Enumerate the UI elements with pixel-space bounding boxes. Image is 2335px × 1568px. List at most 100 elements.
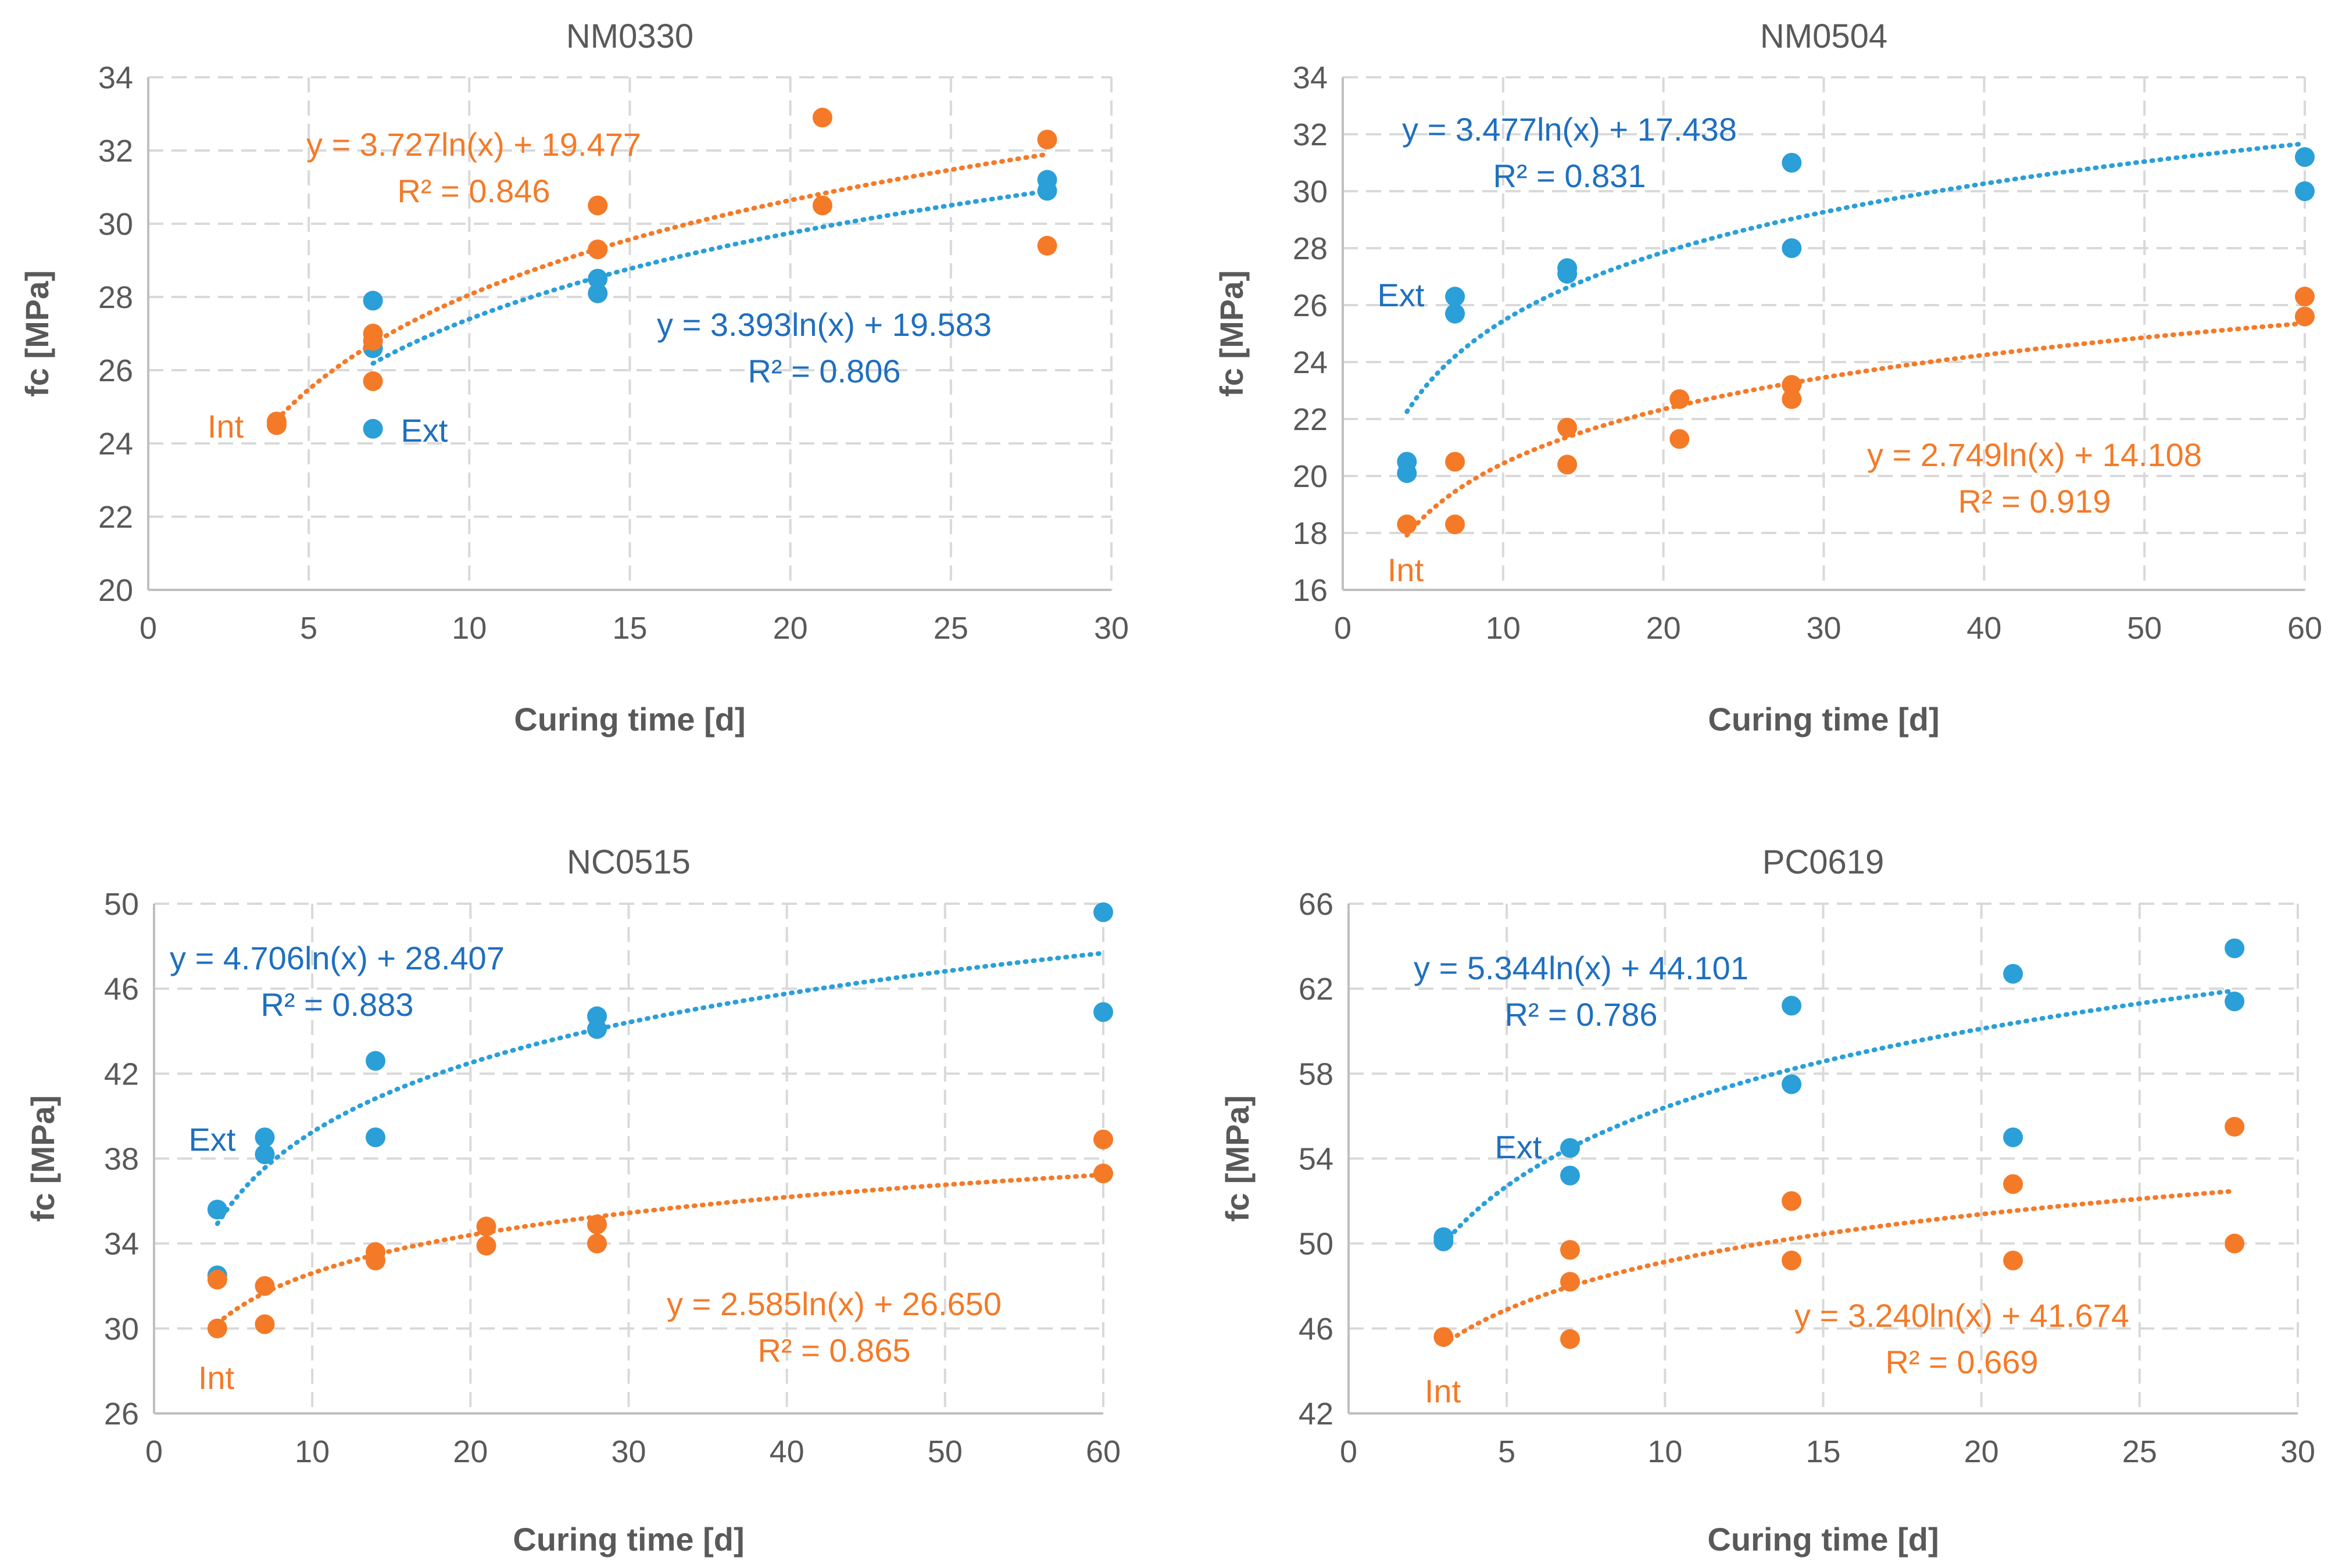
data-point	[1037, 181, 1057, 201]
y-tick-label: 54	[1299, 1142, 1333, 1177]
chart-title: NM0330	[566, 17, 693, 55]
data-point	[587, 1019, 607, 1039]
y-tick-label: 22	[98, 500, 133, 535]
trendline-int	[214, 1172, 1106, 1326]
y-tick-label: 62	[1299, 972, 1333, 1007]
y-tick-label: 28	[98, 280, 133, 315]
x-tick-label: 0	[1340, 1434, 1357, 1469]
trend-r2: R² = 0.806	[748, 353, 900, 389]
data-point	[366, 1127, 386, 1147]
data-point	[363, 331, 383, 351]
y-tick-label: 58	[1299, 1057, 1333, 1091]
trend-equation: y = 3.727ln(x) + 19.477	[306, 126, 641, 163]
data-point	[1782, 389, 1802, 409]
series-int: y = 3.727ln(x) + 19.477 R² = 0.846 Int	[208, 108, 1057, 445]
x-axis-label: Curing time [d]	[1707, 1521, 1939, 1558]
trendline-int	[274, 152, 1050, 423]
data-point	[1557, 264, 1578, 284]
x-tick-label: 20	[773, 611, 808, 646]
series-label: Int	[198, 1359, 235, 1396]
x-tick-label: 60	[2287, 611, 2322, 646]
y-tick-label: 50	[1299, 1227, 1333, 1262]
trend-r2: R² = 0.669	[1885, 1344, 2038, 1380]
trend-equation: y = 3.240ln(x) + 41.674	[1794, 1297, 2129, 1334]
y-tick-label: 42	[104, 1057, 139, 1091]
data-point	[1397, 463, 1417, 484]
data-point	[1037, 235, 1057, 256]
data-point	[1037, 130, 1057, 150]
trend-equation: y = 2.749ln(x) + 14.108	[1867, 436, 2202, 473]
data-point	[587, 1214, 607, 1234]
y-tick-label: 50	[104, 887, 139, 922]
x-tick-label: 50	[2127, 611, 2162, 646]
data-point	[207, 1200, 227, 1220]
chart-panel-nc0515: 26 30 34 38 42 46 50 0 10 20 30 40 50 60 NC0515 Curing …	[24, 843, 1121, 1558]
series-ext: y = 3.393ln(x) + 19.583 R² = 0.806 Ext	[363, 170, 1057, 449]
data-point	[207, 1269, 227, 1290]
series-int: y = 2.749ln(x) + 14.108 R² = 0.919 Int	[1388, 287, 2315, 588]
y-tick-label: 28	[1293, 231, 1328, 266]
y-tick-label: 42	[1299, 1397, 1333, 1431]
y-axis-label: fc [MPa]	[1219, 1096, 1256, 1222]
x-axis-label: Curing time [d]	[514, 701, 745, 738]
data-point	[1433, 1327, 1454, 1347]
x-tick-label: 0	[145, 1434, 163, 1469]
trend-r2: R² = 0.786	[1504, 996, 1657, 1033]
data-point	[2003, 1127, 2023, 1147]
data-point	[2225, 1116, 2245, 1137]
data-point	[476, 1236, 496, 1256]
x-tick-label: 10	[1647, 1434, 1682, 1469]
data-point	[2003, 1174, 2023, 1194]
data-point	[1782, 153, 1802, 173]
x-tick-label: 40	[770, 1434, 804, 1469]
trend-equation: y = 3.393ln(x) + 19.583	[657, 306, 992, 343]
data-point	[363, 418, 383, 439]
series-label: Ext	[401, 412, 448, 449]
x-tick-label: 0	[140, 611, 157, 646]
y-tick-label: 66	[1299, 887, 1333, 922]
y-tick-label: 24	[98, 427, 133, 461]
x-axis-label: Curing time [d]	[1708, 701, 1939, 738]
y-tick-label: 46	[104, 972, 139, 1007]
data-point	[366, 1051, 386, 1071]
trend-r2: R² = 0.846	[397, 173, 550, 209]
x-tick-label: 30	[2280, 1434, 2315, 1469]
data-point	[2295, 306, 2315, 327]
x-tick-label: 0	[1334, 611, 1351, 646]
data-point	[1093, 902, 1113, 922]
x-tick-label: 20	[453, 1434, 488, 1469]
x-tick-label: 25	[2122, 1434, 2157, 1469]
x-tick-label: 20	[1964, 1434, 1999, 1469]
data-point	[2225, 1233, 2245, 1254]
y-tick-label: 30	[98, 207, 133, 242]
data-point	[1560, 1138, 1580, 1158]
data-point	[2225, 991, 2245, 1012]
x-tick-label: 25	[934, 611, 968, 646]
x-tick-label: 10	[295, 1434, 330, 1469]
y-tick-label: 34	[104, 1227, 139, 1262]
data-point	[1560, 1165, 1580, 1186]
data-point	[587, 1233, 607, 1254]
trend-equation: y = 2.585ln(x) + 26.650	[667, 1286, 1002, 1322]
series-label: Ext	[1495, 1129, 1542, 1165]
data-point	[1560, 1240, 1580, 1260]
data-point	[812, 195, 832, 216]
chart-title: PC0619	[1762, 843, 1885, 881]
data-point	[1560, 1329, 1580, 1349]
data-point	[1093, 1129, 1113, 1150]
y-tick-label: 46	[1299, 1312, 1333, 1347]
x-tick-label: 5	[300, 611, 317, 646]
data-point	[1093, 1164, 1113, 1184]
y-tick-label: 26	[104, 1397, 139, 1431]
series-label: Int	[1388, 552, 1424, 588]
data-point	[2003, 1250, 2023, 1270]
y-tick-label: 16	[1293, 573, 1328, 608]
data-point	[588, 195, 608, 216]
trendline-ext	[214, 951, 1106, 1226]
data-point	[2225, 938, 2245, 958]
y-tick-label: 20	[98, 573, 133, 608]
trendline-ext	[370, 189, 1050, 366]
x-tick-label: 15	[612, 611, 647, 646]
trend-equation: y = 4.706ln(x) + 28.407	[170, 940, 505, 976]
